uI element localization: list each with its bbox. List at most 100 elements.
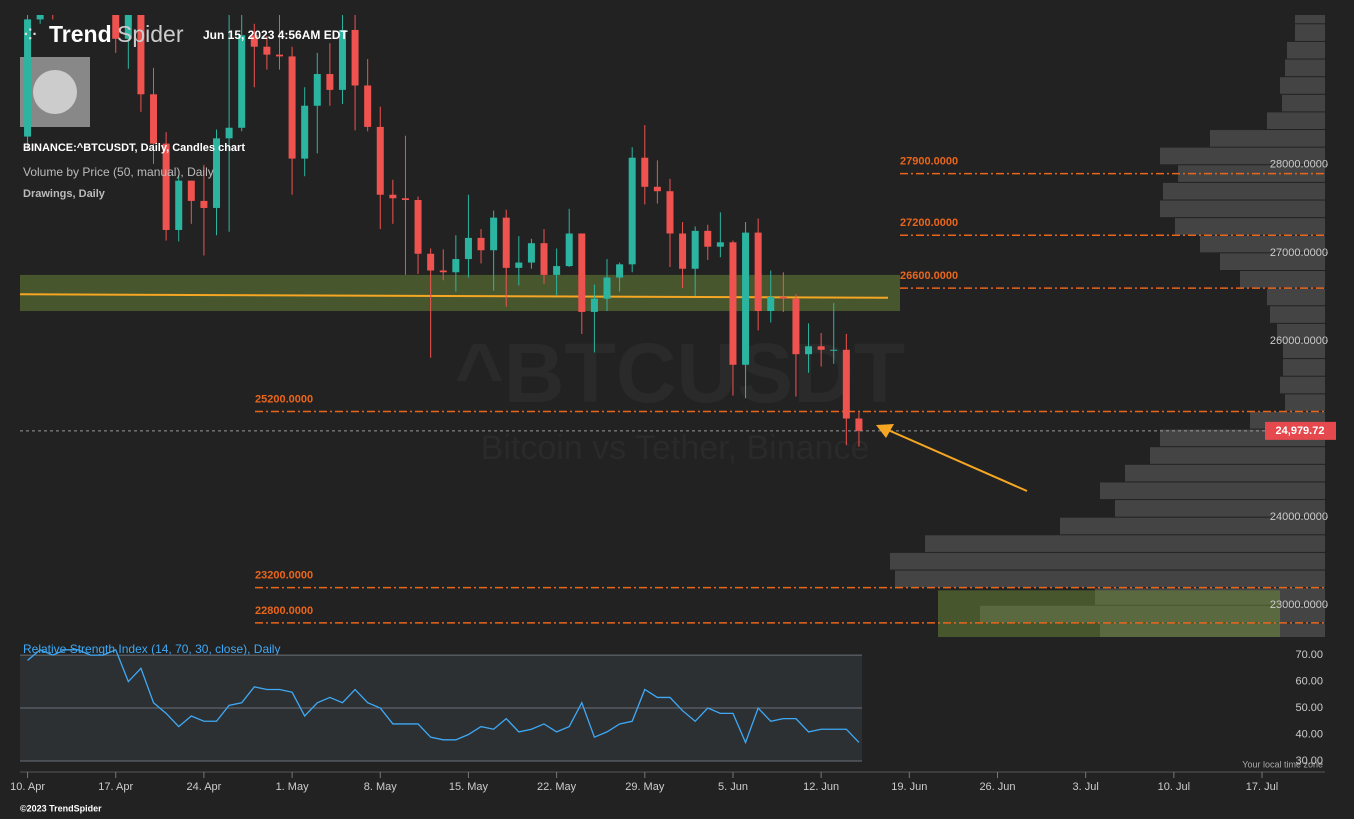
volume-bar [1267, 288, 1325, 306]
candle-body [301, 105, 309, 159]
x-tick-label: 22. May [537, 781, 577, 793]
candle-body [653, 186, 661, 192]
candle-body [666, 191, 674, 234]
x-tick-label: 17. Apr [98, 781, 133, 793]
candle-body [401, 198, 409, 201]
x-tick-label: 12. Jun [803, 781, 839, 793]
volume-bar [1287, 41, 1325, 59]
candle-body [578, 233, 586, 312]
volume-bar [1150, 447, 1325, 464]
volume-bar [1270, 306, 1325, 323]
candle-body [628, 157, 636, 265]
zone [938, 590, 1280, 637]
x-tick-label: 17. Jul [1246, 781, 1278, 793]
x-tick-label: 1. May [276, 781, 310, 793]
candle-body [565, 233, 573, 267]
arrow-head [876, 424, 894, 438]
candle-body [842, 349, 850, 419]
x-tick-label: 26. Jun [979, 781, 1015, 793]
candle-body [36, 15, 44, 20]
volume-bar [1178, 165, 1325, 182]
level-label: 27900.0000 [900, 155, 958, 167]
candle-body [603, 277, 611, 299]
candle-body [288, 56, 296, 159]
last-price-box [1265, 421, 1336, 440]
candle-body [313, 74, 321, 106]
x-tick-label: 10. Apr [10, 781, 45, 793]
rsi-line [27, 648, 860, 745]
volume-bar [1175, 218, 1325, 235]
candle-body [679, 233, 687, 269]
candle-body [414, 200, 422, 254]
volume-bar [1160, 200, 1325, 218]
x-tick-label: 15. May [449, 781, 489, 793]
candle-body [830, 349, 838, 351]
candle-body [200, 200, 208, 208]
volume-bar [1160, 147, 1325, 165]
timestamp: Jun 15, 2023 4:56AM EDT [203, 28, 348, 42]
candle-body [263, 46, 271, 55]
candle-body [464, 237, 472, 260]
candle-body [527, 243, 535, 263]
x-tick-label: 29. May [625, 781, 665, 793]
candle-body [590, 298, 598, 312]
candle-body [238, 35, 246, 128]
candle-body [767, 296, 775, 312]
candle-body [855, 418, 863, 431]
candle-body [502, 217, 510, 268]
y-tick-label: 23000.0000 [1270, 599, 1328, 611]
candle-body [175, 180, 183, 230]
rsi-tick-label: 70.00 [1295, 649, 1323, 661]
rsi-tick-label: 60.00 [1295, 675, 1323, 687]
volume-bar [1295, 15, 1325, 24]
candle-body [137, 15, 145, 95]
candle-body [187, 180, 195, 201]
watermark-sub: Bitcoin vs Tether, Binance [481, 429, 870, 467]
volume-bar [1285, 394, 1325, 411]
candle-body [112, 15, 120, 39]
candle-body [124, 15, 132, 39]
candle-body [490, 217, 498, 251]
volume-bar [895, 570, 1325, 588]
candle-body [729, 242, 737, 365]
y-tick-label: 28000.0000 [1270, 159, 1328, 171]
volume-bar [1282, 94, 1325, 112]
volume-bar [1220, 253, 1325, 270]
candle-body [641, 157, 649, 187]
level-label: 25200.0000 [255, 393, 313, 405]
level-label: 27200.0000 [900, 217, 958, 229]
candle-body [691, 230, 699, 269]
volume-bar [1100, 623, 1325, 637]
x-tick-label: 10. Jul [1158, 781, 1190, 793]
candle-body [553, 266, 561, 275]
volume-bar [1095, 588, 1325, 605]
candle-body [326, 74, 334, 90]
candle-body [805, 346, 813, 355]
volume-bar [1267, 112, 1325, 130]
volume-bar [1283, 341, 1325, 359]
volume-bar [1240, 270, 1325, 288]
candle-body [477, 237, 485, 251]
zone [20, 274, 900, 312]
level-label: 23200.0000 [255, 570, 313, 582]
volume-bar [890, 552, 1325, 570]
volume-bar [1295, 24, 1325, 41]
rsi-title: Relative Strength Index (14, 70, 30, clo… [23, 642, 280, 656]
x-tick-label: 8. May [364, 781, 398, 793]
rsi-tick-label: 30.00 [1295, 755, 1323, 767]
arrow [887, 429, 1028, 492]
candle-body [427, 253, 435, 271]
candle-body [792, 298, 800, 355]
candle-body [754, 232, 762, 312]
footer: ©2023 TrendSpider [20, 803, 102, 813]
x-tick-label: 3. Jul [1073, 781, 1099, 793]
volume-bar [1200, 235, 1325, 253]
candle-body [376, 126, 384, 195]
price-plot [20, 15, 1325, 637]
volume-bar [1280, 376, 1325, 394]
avatar-face [33, 70, 77, 114]
timezone: Your local time zone [1242, 759, 1323, 769]
volume-bar [1060, 517, 1325, 535]
candle-body [515, 262, 523, 268]
